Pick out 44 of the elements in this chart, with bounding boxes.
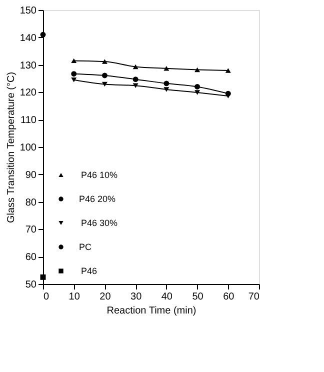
x-tick-label: 50 xyxy=(192,292,204,302)
point xyxy=(132,64,138,70)
y-tick-label: 50 xyxy=(25,280,37,290)
point xyxy=(71,71,77,77)
point xyxy=(71,78,77,82)
x-tick-label: 20 xyxy=(100,292,112,302)
point xyxy=(102,59,108,64)
legend-label: P46 30% xyxy=(81,218,118,228)
point xyxy=(194,84,200,90)
y-tick-label: 100 xyxy=(20,142,37,154)
point xyxy=(40,32,46,38)
x-tick-label: 70 xyxy=(248,292,260,302)
y-tick-label: 120 xyxy=(20,88,37,99)
y-tick-label: 130 xyxy=(20,60,37,72)
y-tick-label: 140 xyxy=(20,32,37,44)
y-tick-label: 60 xyxy=(25,252,37,264)
point xyxy=(194,67,200,72)
point xyxy=(225,68,231,73)
point xyxy=(102,72,108,78)
x-tick-label: 60 xyxy=(223,292,235,302)
y-axis-title: Glass Transition Temperature (°C) xyxy=(6,72,17,224)
x-tick-label: 30 xyxy=(130,292,142,302)
y-tick-label: 70 xyxy=(25,224,37,236)
point xyxy=(132,76,138,82)
y-tick-label: 110 xyxy=(20,115,37,126)
point xyxy=(71,58,77,64)
legend-label: PC xyxy=(79,242,92,252)
point xyxy=(164,66,170,71)
point xyxy=(102,82,108,87)
x-tick-label: 40 xyxy=(161,292,173,302)
legend-label: P46 xyxy=(81,266,98,276)
y-tick-label: 80 xyxy=(25,197,37,208)
x-tick-label: 10 xyxy=(68,292,80,302)
y-tick-label: 90 xyxy=(25,170,37,181)
point xyxy=(164,80,170,86)
y-tick-label: 150 xyxy=(20,6,37,16)
legend-label: P46 20% xyxy=(79,194,116,204)
legend-label: P46 10% xyxy=(81,170,118,180)
point xyxy=(225,90,231,96)
x-axis-title: Reaction Time (min) xyxy=(106,306,196,316)
x-tick-label: 0 xyxy=(44,292,50,302)
point xyxy=(164,87,170,92)
point xyxy=(194,90,200,95)
point xyxy=(40,274,46,280)
